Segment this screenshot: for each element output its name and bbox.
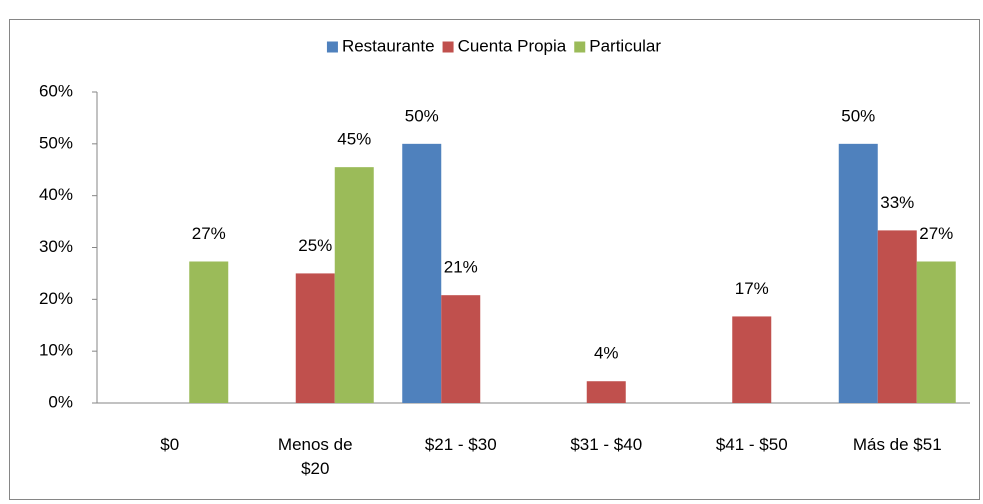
data-label: 50% bbox=[841, 106, 875, 125]
x-tick-label: $31 - $40 bbox=[570, 435, 643, 454]
data-label: 4% bbox=[594, 344, 619, 363]
bar bbox=[334, 167, 374, 403]
x-tick-label: $21 - $30 bbox=[424, 435, 497, 454]
x-tick-label: $0 bbox=[160, 435, 180, 454]
legend-label: Cuenta Propia bbox=[458, 36, 567, 55]
data-label: 50% bbox=[405, 106, 439, 125]
y-tick-label: 40% bbox=[39, 185, 73, 204]
x-tick-label: Menos de $20 bbox=[277, 435, 353, 478]
legend-swatch bbox=[442, 41, 454, 53]
x-tick-label: Más de $51 bbox=[852, 435, 942, 454]
bar bbox=[732, 316, 772, 403]
y-tick-label: 60% bbox=[39, 81, 73, 100]
data-label: 33% bbox=[880, 193, 914, 212]
bar bbox=[916, 261, 956, 403]
x-tick-label: $41 - $50 bbox=[715, 435, 788, 454]
y-tick-label: 10% bbox=[39, 341, 73, 360]
y-tick-label: 50% bbox=[39, 133, 73, 152]
bar bbox=[586, 381, 626, 403]
data-label: 25% bbox=[298, 236, 332, 255]
data-label: 21% bbox=[444, 258, 478, 277]
legend-label: Restaurante bbox=[342, 36, 435, 55]
y-tick-label: 0% bbox=[48, 392, 73, 411]
data-label: 45% bbox=[337, 130, 371, 149]
legend-swatch bbox=[326, 41, 338, 53]
bar bbox=[838, 143, 878, 404]
bar bbox=[189, 261, 229, 403]
legend-label: Particular bbox=[589, 36, 661, 55]
chart-border bbox=[9, 19, 980, 500]
bar bbox=[877, 230, 917, 403]
bar bbox=[402, 143, 442, 404]
data-label: 27% bbox=[192, 224, 226, 243]
data-label: 27% bbox=[919, 224, 953, 243]
bar bbox=[441, 295, 481, 403]
legend-swatch bbox=[574, 41, 586, 53]
y-tick-label: 30% bbox=[39, 237, 73, 256]
y-tick-label: 20% bbox=[39, 289, 73, 308]
bar bbox=[295, 273, 335, 403]
data-label: 17% bbox=[735, 279, 769, 298]
